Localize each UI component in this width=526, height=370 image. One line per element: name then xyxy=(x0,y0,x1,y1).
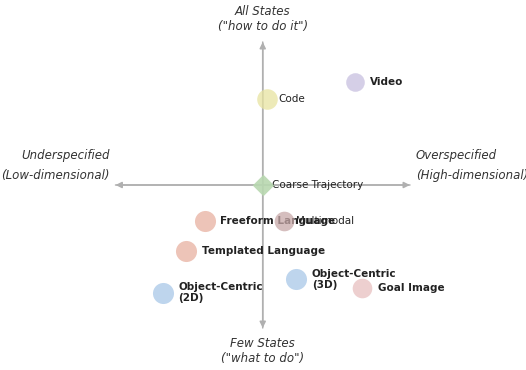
Text: Templated Language: Templated Language xyxy=(201,246,325,256)
Point xyxy=(292,276,301,282)
Text: Freeform Language: Freeform Language xyxy=(220,216,335,226)
Text: Coarse Trajectory: Coarse Trajectory xyxy=(272,180,363,190)
Text: Goal Image: Goal Image xyxy=(378,283,444,293)
Point xyxy=(159,290,167,296)
Point xyxy=(258,182,267,188)
Text: Multimodal: Multimodal xyxy=(297,216,355,226)
Text: Code: Code xyxy=(278,94,305,104)
Text: Object-Centric
(3D): Object-Centric (3D) xyxy=(312,269,397,290)
Text: (High-dimensional): (High-dimensional) xyxy=(416,169,526,182)
Point xyxy=(182,248,190,254)
Point xyxy=(200,218,209,224)
Point xyxy=(358,285,367,291)
Text: Few States
("what to do"): Few States ("what to do") xyxy=(221,337,305,365)
Text: Video: Video xyxy=(370,77,403,87)
Point xyxy=(280,218,288,224)
Text: All States
("how to do it"): All States ("how to do it") xyxy=(218,5,308,33)
Text: (Low-dimensional): (Low-dimensional) xyxy=(1,169,109,182)
Text: Object-Centric
(2D): Object-Centric (2D) xyxy=(178,282,263,303)
Text: Overspecified: Overspecified xyxy=(416,149,497,162)
Text: Underspecified: Underspecified xyxy=(21,149,109,162)
Point xyxy=(350,79,359,85)
Point xyxy=(263,96,271,102)
